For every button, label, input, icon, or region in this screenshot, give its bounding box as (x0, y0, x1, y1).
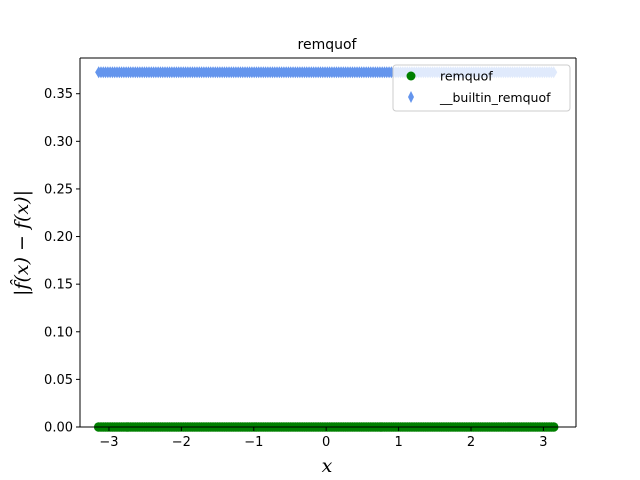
y-tick-label: 0.05 (44, 373, 73, 388)
y-tick-label: 0.30 (44, 135, 73, 150)
x-tick-label: 3 (539, 435, 547, 450)
x-tick-label: 2 (467, 435, 475, 450)
y-tick-label: 0.15 (44, 278, 73, 293)
x-tick-label: 0 (322, 435, 330, 450)
x-axis-ticks: −3 −2 −1 0 1 2 3 (99, 427, 548, 450)
y-axis-label: |f̂(x) − f(x)| (10, 190, 33, 296)
legend-marker-builtin-remquof (408, 91, 414, 103)
x-tick-label: 1 (394, 435, 402, 450)
y-tick-label: 0.20 (44, 230, 73, 245)
legend-marker-remquof (406, 71, 416, 81)
x-tick-label: −1 (244, 435, 263, 450)
x-tick-label: −3 (99, 435, 118, 450)
plot-background (80, 58, 576, 427)
y-tick-label: 0.00 (44, 421, 73, 436)
y-axis-ticks: 0.00 0.05 0.10 0.15 0.20 0.25 0.30 0.35 (44, 87, 80, 436)
chart-title: remquof (298, 37, 358, 53)
plot-area (80, 58, 576, 427)
x-tick-label: −2 (172, 435, 191, 450)
legend-box (392, 64, 571, 112)
legend-label-remquof: remquof (440, 69, 493, 84)
legend: remquof __builtin_remquof (392, 64, 571, 112)
axes-frame (79, 57, 577, 428)
legend-label-builtin-remquof: __builtin_remquof (439, 90, 551, 105)
y-tick-label: 0.35 (44, 87, 73, 102)
y-tick-label: 0.25 (44, 182, 73, 197)
y-tick-label: 0.10 (44, 325, 73, 340)
x-axis-label: x (322, 455, 333, 477)
